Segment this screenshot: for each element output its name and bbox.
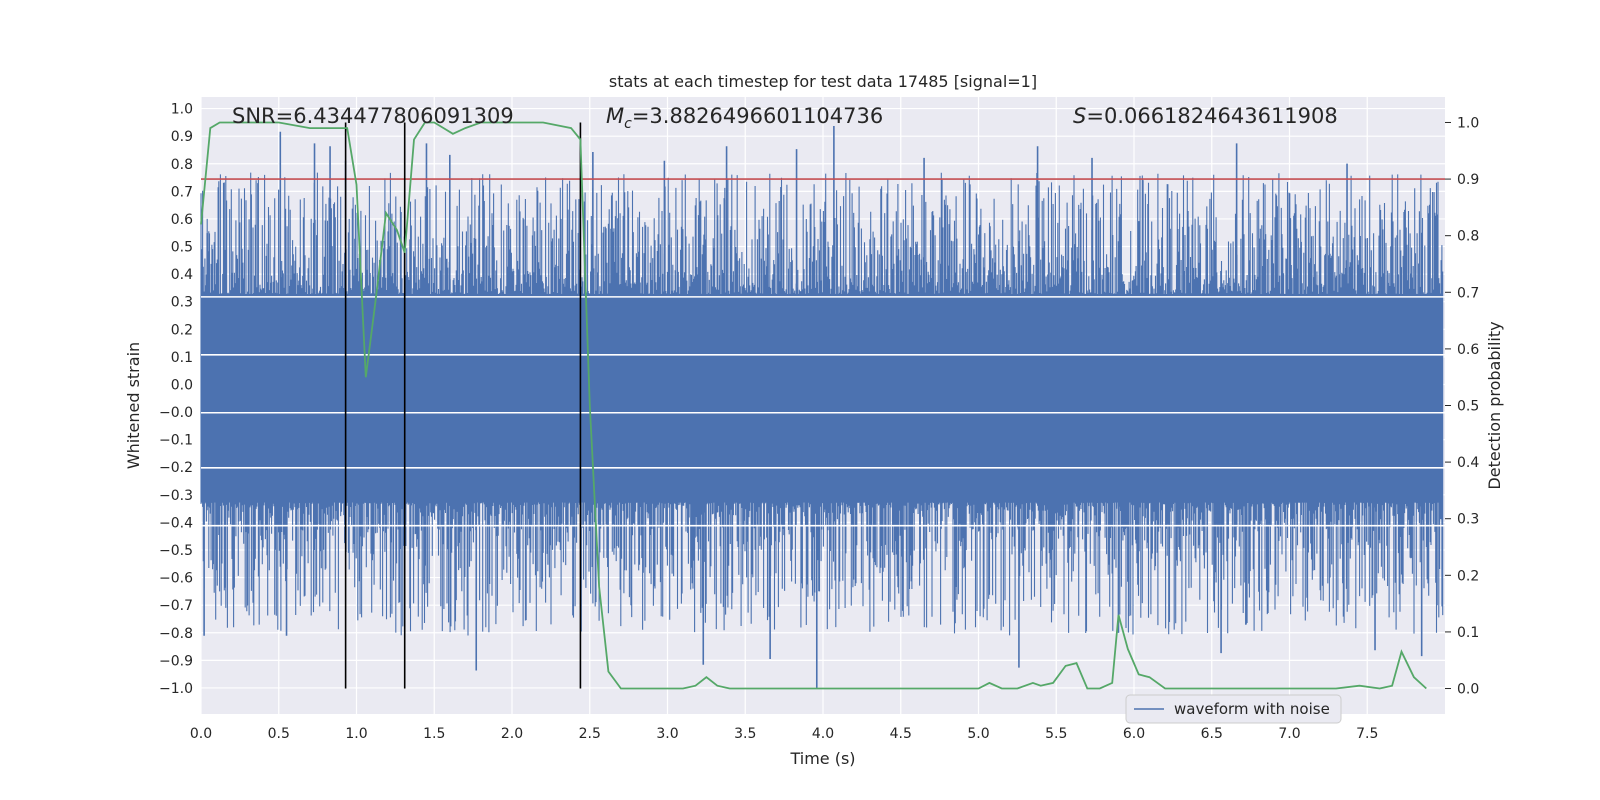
x-tick-label: 2.0	[501, 726, 523, 742]
y-axis-label: Whitened strain	[124, 342, 143, 469]
legend-box	[1125, 694, 1342, 724]
x-tick-label: 7.5	[1356, 726, 1378, 742]
y2-tick-label: 0.3	[1457, 512, 1479, 528]
x-tick-label: 4.5	[890, 726, 912, 742]
y-tick-label: 0.4	[171, 267, 193, 283]
s-annotation: S=0.0661824643611908	[1073, 104, 1338, 128]
s-symbol: S	[1073, 104, 1086, 128]
y-tick-label: 0.1	[171, 350, 193, 366]
x-tick-label: 0.5	[268, 726, 290, 742]
x-tick-label: 4.0	[812, 726, 834, 742]
y2-tick-label: 0.7	[1457, 285, 1479, 301]
y-tick-label: −0.9	[159, 653, 193, 669]
x-tick-label: 3.0	[656, 726, 678, 742]
x-tick-label: 1.0	[345, 726, 367, 742]
y2-tick-label: 0.1	[1457, 625, 1479, 641]
y2-tick-label: 0.6	[1457, 342, 1479, 358]
y-tick-label: −0.7	[159, 598, 193, 614]
y-tick-label: −0.0	[159, 405, 193, 421]
y-tick-labels: 1.0 0.9 0.8 0.7 0.6 0.5 0.4 0.3 0.2 0.1 0.0 −0.0 −0.…	[159, 102, 193, 697]
x-tick-label: 5.0	[967, 726, 989, 742]
x-tick-label: 3.5	[734, 726, 756, 742]
y-tick-label: 0.9	[171, 129, 193, 145]
y-tick-label: −0.1	[159, 433, 193, 449]
vertical-lines	[344, 122, 582, 689]
y-tick-label: 0.2	[171, 322, 193, 338]
y-tick-label: 0.5	[171, 240, 193, 256]
horizontal-bands	[201, 296, 1445, 527]
legend: waveform with noise	[1125, 694, 1342, 724]
y2-tick-label: 0.0	[1457, 682, 1479, 698]
chirp-mass-annotation: Mc=3.8826496601104736	[606, 104, 883, 132]
s-value: =0.0661824643611908	[1086, 104, 1337, 128]
y-tick-label: −0.5	[159, 543, 193, 559]
x-tick-label: 6.0	[1123, 726, 1145, 742]
y-tick-label: −0.2	[159, 460, 193, 476]
y2-tick-label: 0.5	[1457, 399, 1479, 415]
y2-tick-labels: 1.0 0.9 0.8 0.7 0.6 0.5 0.4 0.3 0.2 0.1 0.0	[1445, 115, 1479, 698]
chirp-mass-symbol: M	[606, 104, 624, 128]
y-tick-label: 0.0	[171, 377, 193, 393]
x-tick-label: 1.5	[423, 726, 445, 742]
y-tick-label: 0.7	[171, 184, 193, 200]
y-tick-label: 1.0	[171, 102, 193, 118]
waveform-core	[201, 293, 1443, 503]
chirp-mass-subscript: c	[624, 116, 632, 132]
y-tick-label: −1.0	[159, 681, 193, 697]
y-tick-label: −0.3	[159, 488, 193, 504]
y2-tick-label: 0.8	[1457, 229, 1479, 245]
x-tick-labels: 0.0 0.5 1.0 1.5 2.0 2.5 3.0 3.5 4.0 4.5 5.0 5.5 6.0 6…	[190, 726, 1379, 742]
y2-axis-label: Detection probability	[1485, 321, 1504, 489]
probability-series	[200, 121, 1427, 690]
y-tick-label: 0.6	[171, 212, 193, 228]
y-tick-label: 0.8	[171, 157, 193, 173]
x-tick-label: 5.5	[1045, 726, 1067, 742]
y2-tick-label: 1.0	[1457, 115, 1479, 131]
probability-line	[200, 121, 1427, 690]
y2-tick-label: 0.9	[1457, 172, 1479, 188]
x-tick-label: 2.5	[579, 726, 601, 742]
legend-label-waveform: waveform with noise	[1174, 700, 1330, 718]
x-tick-label: 6.5	[1201, 726, 1223, 742]
chart-title: stats at each timestep for test data 174…	[609, 72, 1037, 91]
y2-tick-label: 0.2	[1457, 568, 1479, 584]
y-tick-label: −0.6	[159, 571, 193, 587]
chirp-mass-value: =3.8826496601104736	[632, 104, 883, 128]
snr-annotation: SNR=6.434477806091309	[232, 104, 514, 128]
x-axis-label: Time (s)	[789, 749, 855, 768]
y-tick-label: 0.3	[171, 295, 193, 311]
y2-tick-label: 0.4	[1457, 455, 1479, 471]
y-tick-label: −0.4	[159, 515, 193, 531]
y-tick-label: −0.8	[159, 626, 193, 642]
x-tick-label: 0.0	[190, 726, 212, 742]
x-tick-label: 7.0	[1278, 726, 1300, 742]
